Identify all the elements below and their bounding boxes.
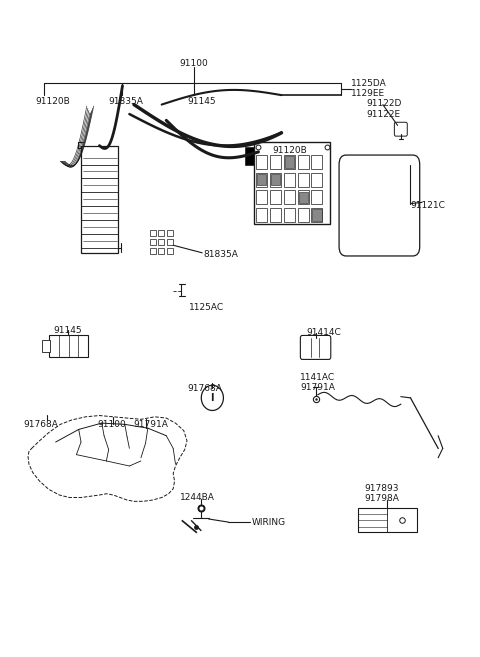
Text: 1244BA: 1244BA <box>180 493 215 502</box>
Text: 91768A: 91768A <box>24 420 58 429</box>
FancyBboxPatch shape <box>270 191 281 204</box>
Text: 91120B: 91120B <box>272 146 307 155</box>
FancyBboxPatch shape <box>298 173 309 187</box>
FancyBboxPatch shape <box>81 146 118 253</box>
FancyBboxPatch shape <box>312 191 323 204</box>
Text: 91121C: 91121C <box>410 201 445 210</box>
Text: 81835A: 81835A <box>203 250 238 259</box>
FancyBboxPatch shape <box>158 248 165 254</box>
FancyBboxPatch shape <box>245 147 258 164</box>
Text: 91791A: 91791A <box>133 420 168 429</box>
Text: 91100: 91100 <box>97 420 126 429</box>
Ellipse shape <box>201 385 223 411</box>
Text: 1129EE: 1129EE <box>350 89 384 99</box>
Text: 91145: 91145 <box>53 326 82 335</box>
FancyBboxPatch shape <box>284 208 295 222</box>
FancyBboxPatch shape <box>257 174 266 185</box>
FancyBboxPatch shape <box>150 239 156 245</box>
Text: 917893: 917893 <box>364 484 399 493</box>
FancyBboxPatch shape <box>284 155 295 169</box>
FancyBboxPatch shape <box>358 508 418 532</box>
FancyBboxPatch shape <box>256 173 267 187</box>
FancyBboxPatch shape <box>312 208 323 222</box>
Text: 91798A: 91798A <box>364 494 399 503</box>
FancyBboxPatch shape <box>300 336 331 359</box>
Text: 1141AC: 1141AC <box>300 373 335 382</box>
Text: 91122D: 91122D <box>367 99 402 108</box>
FancyBboxPatch shape <box>270 208 281 222</box>
FancyBboxPatch shape <box>298 208 309 222</box>
Text: 91791A: 91791A <box>300 382 335 392</box>
FancyBboxPatch shape <box>270 173 281 187</box>
FancyBboxPatch shape <box>158 230 165 237</box>
Text: I: I <box>211 393 214 403</box>
FancyBboxPatch shape <box>312 173 323 187</box>
FancyBboxPatch shape <box>395 122 407 136</box>
Text: 1125AC: 1125AC <box>189 303 225 312</box>
FancyBboxPatch shape <box>298 155 309 169</box>
FancyBboxPatch shape <box>284 191 295 204</box>
FancyBboxPatch shape <box>285 156 294 168</box>
FancyBboxPatch shape <box>158 239 165 245</box>
Text: 91120B: 91120B <box>35 97 70 106</box>
Text: 91122E: 91122E <box>367 110 401 118</box>
FancyBboxPatch shape <box>167 230 173 237</box>
Text: 91414C: 91414C <box>307 328 342 338</box>
FancyBboxPatch shape <box>150 248 156 254</box>
Text: WIRING: WIRING <box>252 518 286 528</box>
FancyBboxPatch shape <box>339 155 420 256</box>
FancyBboxPatch shape <box>150 230 156 237</box>
FancyBboxPatch shape <box>254 143 330 225</box>
FancyBboxPatch shape <box>299 192 308 203</box>
FancyBboxPatch shape <box>312 210 322 221</box>
FancyBboxPatch shape <box>167 248 173 254</box>
FancyBboxPatch shape <box>256 155 267 169</box>
FancyBboxPatch shape <box>42 340 50 352</box>
FancyBboxPatch shape <box>284 173 295 187</box>
FancyBboxPatch shape <box>270 155 281 169</box>
FancyBboxPatch shape <box>49 335 88 357</box>
Text: 91100: 91100 <box>180 59 208 68</box>
FancyBboxPatch shape <box>298 191 309 204</box>
Text: 1125DA: 1125DA <box>350 79 386 88</box>
FancyBboxPatch shape <box>312 155 323 169</box>
FancyBboxPatch shape <box>256 208 267 222</box>
Text: 91835A: 91835A <box>108 97 144 106</box>
Text: 91768A: 91768A <box>187 384 222 393</box>
FancyBboxPatch shape <box>256 191 267 204</box>
FancyBboxPatch shape <box>167 239 173 245</box>
FancyBboxPatch shape <box>271 174 280 185</box>
Text: 91145: 91145 <box>187 97 216 106</box>
